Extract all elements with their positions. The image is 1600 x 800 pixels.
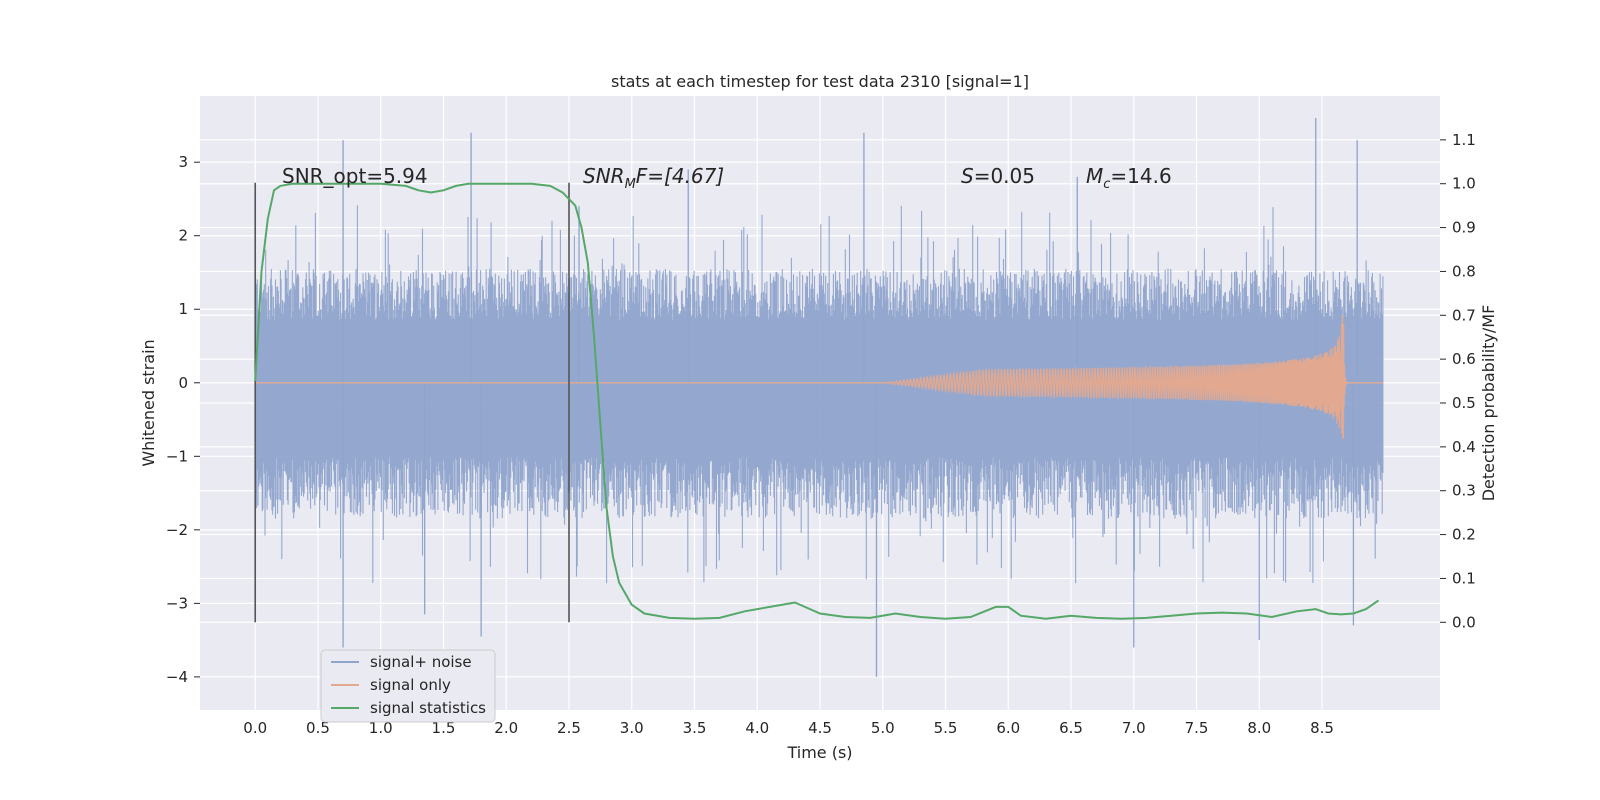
x-tick-label: 1.0 <box>369 719 393 737</box>
y-tick-label-left: 3 <box>178 153 188 171</box>
ticks: 0.0 0.5 1.0 1.5 2.0 2.5 3.0 3.5 4.0 4.5 5.0 5.5 6.0 6… <box>166 131 1476 737</box>
legend-label-signal-noise: signal+ noise <box>370 653 472 671</box>
x-tick-label: 6.0 <box>996 719 1020 737</box>
x-tick-label: 4.5 <box>808 719 832 737</box>
x-tick-label: 5.5 <box>934 719 958 737</box>
annotation-s: S=0.05 <box>961 164 1035 188</box>
statistics-line <box>254 182 1380 620</box>
series-signal-only <box>255 314 1384 439</box>
x-tick-label: 3.0 <box>620 719 644 737</box>
legend-label-signal-statistics: signal statistics <box>370 699 486 717</box>
y-tick-label-left: −2 <box>166 521 188 539</box>
y-axis-label-right: Detection probability/MF <box>1479 305 1498 502</box>
y-axis-label-left: Whitened strain <box>139 339 158 466</box>
legend-label-signal-only: signal only <box>370 676 451 694</box>
y-tick-label-left: 2 <box>178 227 188 245</box>
y-tick-label-right: 0.4 <box>1452 438 1476 456</box>
annotation-snr-mf: SNRMF=[4.67] <box>583 164 724 192</box>
y-tick-label-left: −4 <box>166 668 188 686</box>
x-tick-label: 2.5 <box>557 719 581 737</box>
x-axis-label: Time (s) <box>786 743 852 762</box>
signal-trace <box>255 314 1384 439</box>
y-tick-label-right: 0.6 <box>1452 350 1476 368</box>
y-tick-label-left: −1 <box>166 447 188 465</box>
chart-title: stats at each timestep for test data 231… <box>611 72 1029 91</box>
x-tick-label: 0.5 <box>306 719 330 737</box>
legend: signal+ noise signal only signal statist… <box>320 649 496 723</box>
x-tick-label: 8.0 <box>1247 719 1271 737</box>
y-tick-label-right: 0.7 <box>1452 306 1476 324</box>
x-tick-label: 5.0 <box>871 719 895 737</box>
y-tick-label-left: 0 <box>178 374 188 392</box>
y-tick-label-right: 0.5 <box>1452 394 1476 412</box>
x-tick-label: 7.0 <box>1122 719 1146 737</box>
y-tick-label-left: −3 <box>166 594 188 612</box>
y-tick-label-right: 0.2 <box>1452 526 1476 544</box>
y-tick-label-right: 0.1 <box>1452 569 1476 587</box>
x-tick-label: 4.0 <box>745 719 769 737</box>
y-tick-label-right: 0.9 <box>1452 219 1476 237</box>
legend-box <box>320 649 496 723</box>
annotation-mc: Mc=14.6 <box>1086 164 1172 192</box>
x-tick-label: 2.0 <box>494 719 518 737</box>
x-tick-label: 7.5 <box>1185 719 1209 737</box>
annotation-snr-opt: SNR_opt=5.94 <box>282 164 428 188</box>
x-tick-label: 0.0 <box>243 719 267 737</box>
y-tick-label-right: 1.1 <box>1452 131 1476 149</box>
y-tick-label-right: 0.8 <box>1452 262 1476 280</box>
x-tick-label: 1.5 <box>432 719 456 737</box>
series-signal-statistics <box>254 182 1380 620</box>
y-tick-label-right: 0.0 <box>1452 613 1476 631</box>
vertical-markers <box>254 182 570 623</box>
y-tick-label-right: 1.0 <box>1452 175 1476 193</box>
y-tick-label-left: 1 <box>178 300 188 318</box>
x-tick-label: 6.5 <box>1059 719 1083 737</box>
x-tick-label: 8.5 <box>1310 719 1334 737</box>
y-tick-label-right: 0.3 <box>1452 482 1476 500</box>
x-tick-label: 3.5 <box>683 719 707 737</box>
